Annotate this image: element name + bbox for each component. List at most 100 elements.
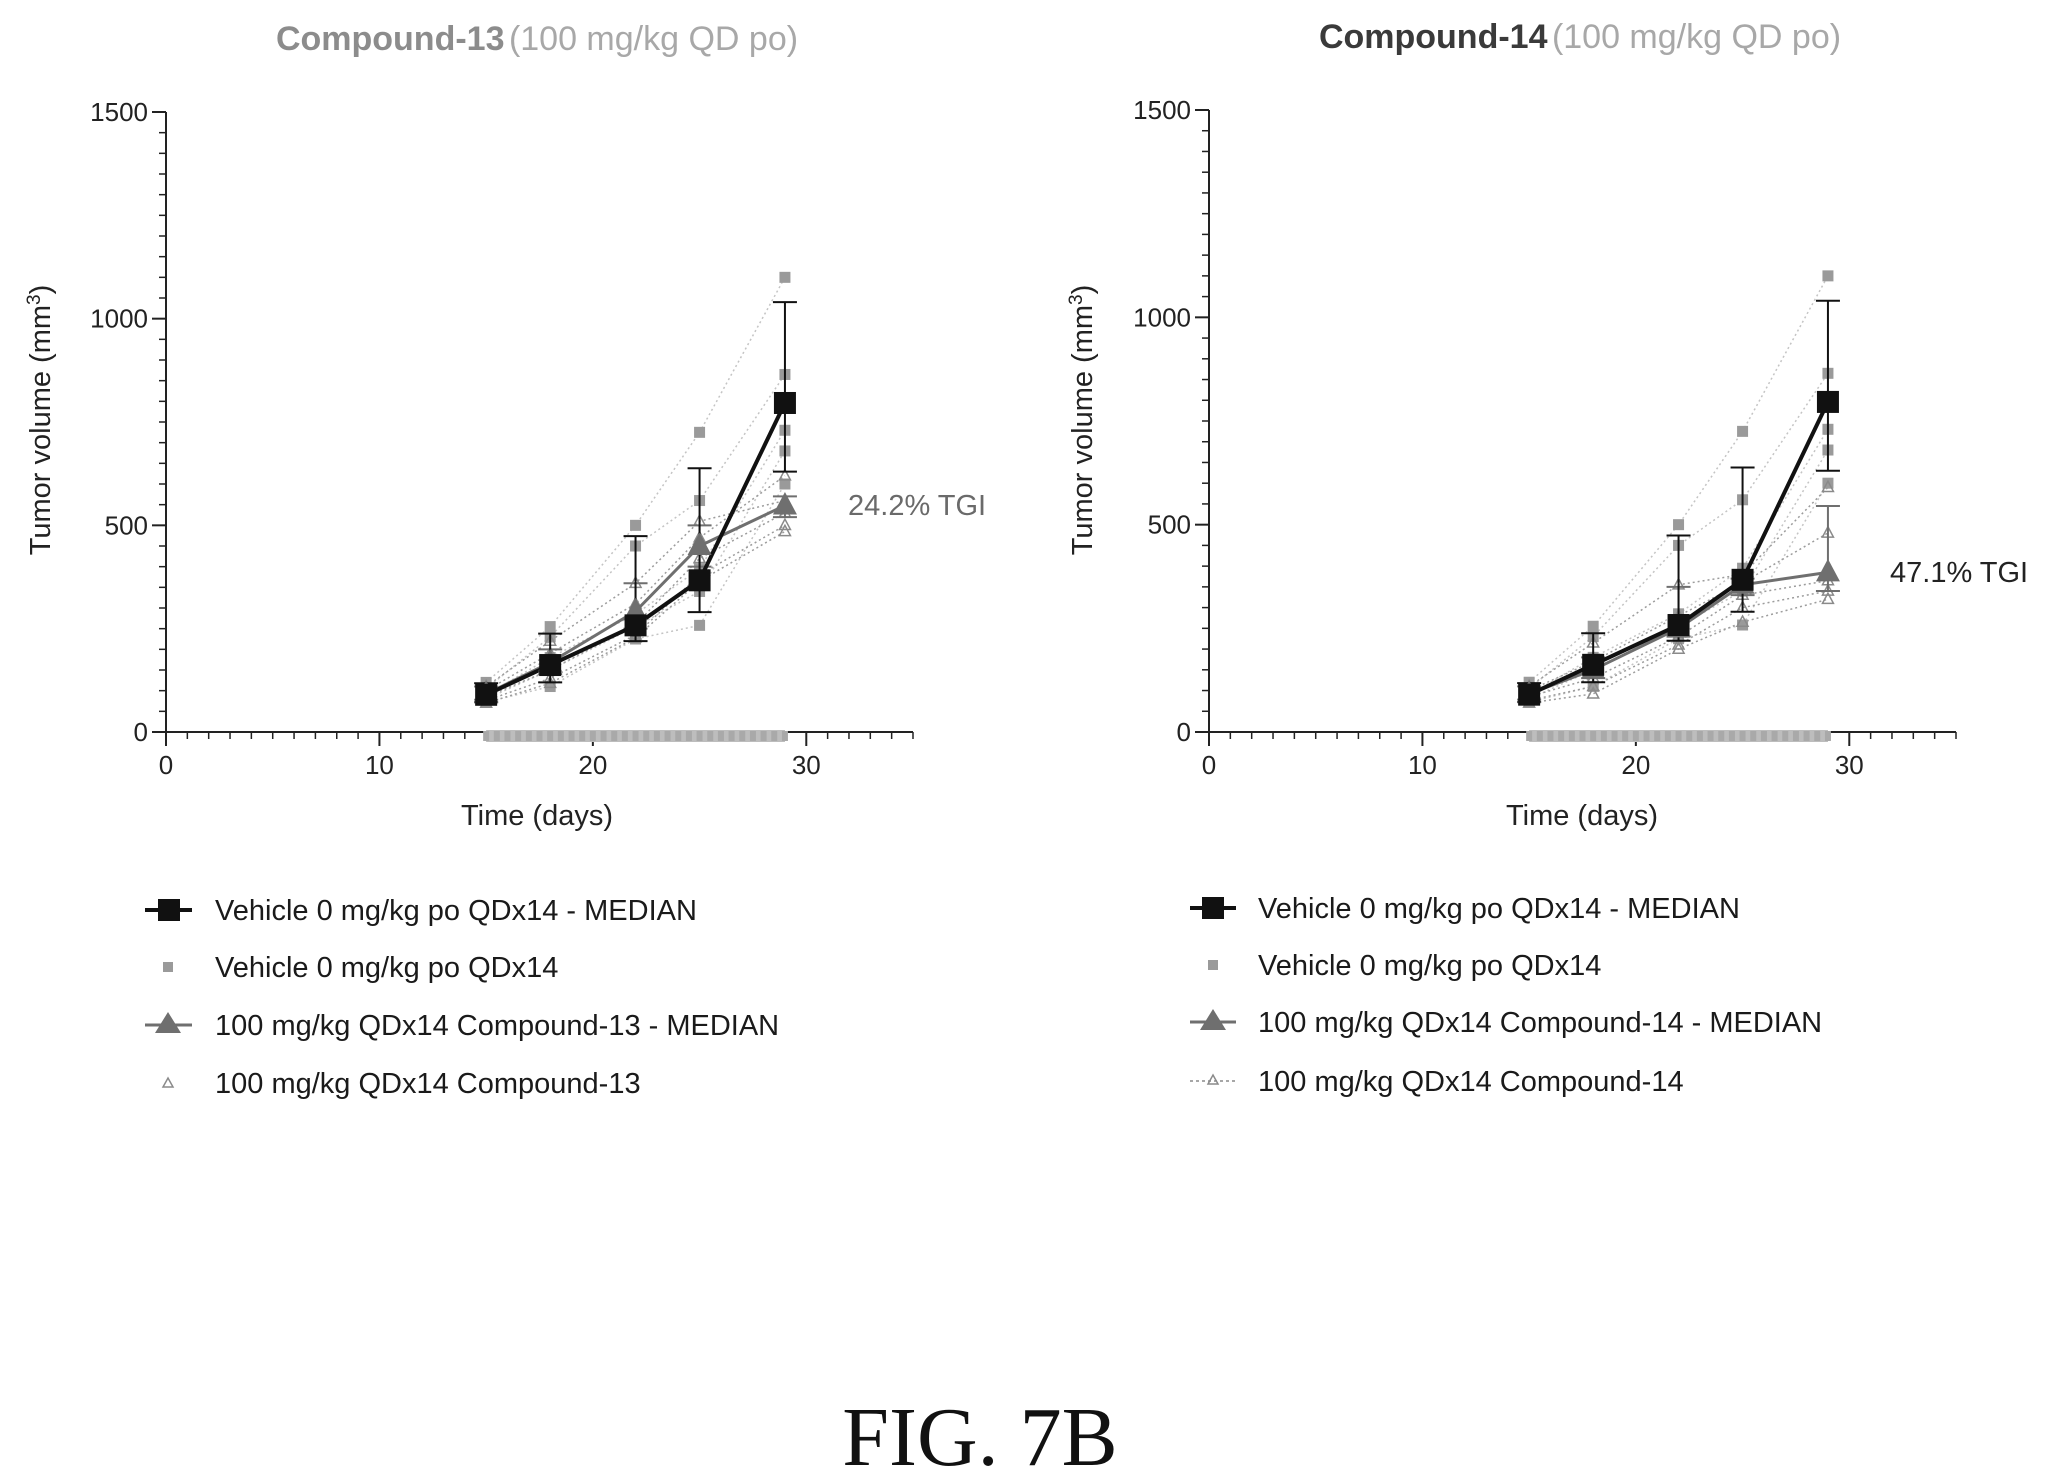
chart-panel-compound-14: Compound-14 (100 mg/kg QD po) 0 500 1000 15… xyxy=(1066,18,2028,1098)
legend-item-vehicle-individual: Vehicle 0 mg/kg po QDx14 xyxy=(1208,950,1601,982)
y-tick-label: 0 xyxy=(1177,717,1191,747)
dosing-mark xyxy=(1600,731,1607,741)
dosing-mark xyxy=(557,731,564,741)
dosing-mark xyxy=(1824,731,1831,741)
x-tick-label: 30 xyxy=(1835,750,1864,780)
vehicle-individual-point xyxy=(694,619,706,631)
x-tick-label: 10 xyxy=(365,750,394,780)
legend-label: 100 mg/kg QDx14 Compound-14 - MEDIAN xyxy=(1258,1007,1822,1039)
tgi-annotation: 24.2% TGI xyxy=(848,490,986,522)
vehicle-individual-point xyxy=(1737,619,1749,631)
dosing-mark xyxy=(632,731,639,741)
dosing-mark xyxy=(525,731,532,741)
legend-label: Vehicle 0 mg/kg po QDx14 - MEDIAN xyxy=(1258,893,1740,925)
vehicle-individual-point xyxy=(694,426,706,438)
x-tick-label: 20 xyxy=(578,750,607,780)
dosing-mark xyxy=(621,731,628,741)
dosing-mark xyxy=(547,731,554,741)
y-axis-title: Tumor volume (mm3) xyxy=(24,285,57,556)
x-tick-label: 20 xyxy=(1621,750,1650,780)
dosing-mark xyxy=(675,731,682,741)
compound-individual-point xyxy=(1671,637,1686,650)
dosing-mark xyxy=(1568,731,1575,741)
dosing-mark xyxy=(1579,731,1586,741)
vehicle-individual-point xyxy=(1587,620,1599,632)
dosing-mark xyxy=(1803,731,1810,741)
y-tick-label: 1500 xyxy=(90,97,148,127)
dosing-mark xyxy=(1622,731,1629,741)
vehicle-individual-point xyxy=(779,271,791,283)
vehicle-individual-point xyxy=(1822,270,1834,282)
dosing-mark xyxy=(696,731,703,741)
dosing-mark xyxy=(536,731,543,741)
y-axis-title: Tumor volume (mm3) xyxy=(1066,285,1099,556)
x-axis-title: Time (days) xyxy=(461,800,613,832)
dosing-mark xyxy=(739,731,746,741)
dosing-mark xyxy=(685,731,692,741)
legend-triangle-marker xyxy=(1206,1073,1220,1085)
dosing-mark xyxy=(1707,731,1714,741)
vehicle-individual-point xyxy=(630,519,642,531)
compound-individual-point xyxy=(778,467,792,481)
dosing-mark xyxy=(728,731,735,741)
dosing-mark xyxy=(1536,731,1543,741)
legend-triangle-marker xyxy=(155,1012,181,1033)
dosing-mark xyxy=(1643,731,1650,741)
compound-individual-point xyxy=(1821,583,1835,596)
y-tick-label: 1500 xyxy=(1133,95,1191,125)
legend-label: Vehicle 0 mg/kg po QDx14 xyxy=(215,952,558,984)
vehicle-median-point xyxy=(475,683,498,706)
legend-label: Vehicle 0 mg/kg po QDx14 xyxy=(1258,950,1601,982)
dosing-mark xyxy=(717,731,724,741)
vehicle-individual-line xyxy=(1528,275,1829,683)
dosing-mark xyxy=(1760,731,1767,741)
compound-individual-point xyxy=(778,517,792,531)
vehicle-median-point xyxy=(688,569,711,592)
chart-title-compound: Compound-14 xyxy=(1319,18,1548,56)
vehicle-median-point xyxy=(773,391,796,414)
x-tick-label: 30 xyxy=(792,750,821,780)
dosing-mark xyxy=(643,731,650,741)
dosing-mark xyxy=(1792,731,1799,741)
legend-label: Vehicle 0 mg/kg po QDx14 - MEDIAN xyxy=(215,895,697,927)
compound-individual-line xyxy=(1528,590,1829,702)
tgi-annotation: 47.1% TGI xyxy=(1890,557,2028,589)
legend-item-vehicle-median: Vehicle 0 mg/kg po QDx14 - MEDIAN xyxy=(145,895,697,927)
dosing-mark xyxy=(493,731,500,741)
chart-title: Compound-13 (100 mg/kg QD po) xyxy=(276,20,798,58)
dosing-mark xyxy=(1547,731,1554,741)
dosing-mark xyxy=(579,731,586,741)
vehicle-median-point xyxy=(1582,653,1605,676)
y-axis-title-superscript: 3 xyxy=(1066,294,1087,305)
y-axis-title-superscript: 3 xyxy=(24,294,45,305)
legend-triangle-marker xyxy=(1200,1009,1226,1030)
y-tick-label: 0 xyxy=(134,717,148,747)
legend-label: 100 mg/kg QDx14 Compound-13 xyxy=(215,1068,641,1100)
vehicle-individual-point xyxy=(1822,477,1834,489)
chart-title-compound: Compound-13 xyxy=(276,20,505,58)
figure-caption: FIG. 7B xyxy=(842,1391,1117,1483)
dosing-mark xyxy=(568,731,575,741)
dosing-mark xyxy=(1814,731,1821,741)
y-axis-title-close: ) xyxy=(1067,285,1099,295)
legend-label: 100 mg/kg QDx14 Compound-14 xyxy=(1258,1066,1684,1098)
dosing-mark xyxy=(664,731,671,741)
dosing-mark xyxy=(1632,731,1639,741)
dosing-mark xyxy=(749,731,756,741)
dosing-mark xyxy=(1654,731,1661,741)
chart-title: Compound-14 (100 mg/kg QD po) xyxy=(1319,18,1841,56)
y-axis-title-text: Tumor volume (mm xyxy=(25,305,57,555)
vehicle-individual-point xyxy=(1673,519,1685,531)
y-tick-label: 500 xyxy=(1148,510,1191,540)
dosing-mark xyxy=(653,731,660,741)
chart-panel-compound-13: Compound-13 (100 mg/kg QD po) 0 500 1000 15… xyxy=(24,20,986,1100)
dosing-mark xyxy=(1728,731,1735,741)
dosing-mark xyxy=(1686,731,1693,741)
legend-item-compound-individual: 100 mg/kg QDx14 Compound-13 xyxy=(161,1068,641,1100)
dosing-mark xyxy=(1526,731,1533,741)
x-tick-label: 0 xyxy=(159,750,173,780)
legend-item-compound-median: 100 mg/kg QDx14 Compound-14 - MEDIAN xyxy=(1190,1007,1822,1039)
dosing-mark xyxy=(1739,731,1746,741)
compound-individual-point xyxy=(1821,479,1835,493)
